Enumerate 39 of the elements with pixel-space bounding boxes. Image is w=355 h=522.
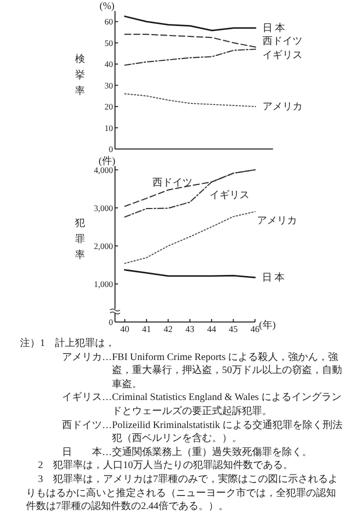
- series-label: 西ドイツ: [262, 36, 303, 48]
- y-tick-label: 0: [108, 144, 113, 154]
- y-axis-title: 犯罪率: [75, 218, 85, 261]
- series-label: 日 本: [262, 22, 286, 34]
- series-label: アメリカ: [257, 216, 297, 227]
- x-tick-label: 46: [250, 324, 260, 334]
- y-tick-label: 0: [108, 317, 113, 327]
- y-tick-label: 60: [104, 16, 113, 27]
- series-label: イギリス: [210, 188, 250, 201]
- x-tick-label: 42: [164, 324, 173, 334]
- x-tick-label: 41: [142, 324, 151, 334]
- text: 注）1 計上犯罪は，: [19, 337, 116, 351]
- text: イギリス…Criminal Statistics England & Wales によるイングランドとウェールズの要正式起訴犯罪。: [61, 391, 342, 419]
- annotation: (件): [98, 156, 116, 167]
- text: (%): [100, 1, 114, 12]
- y-tick-label: 20: [104, 102, 113, 112]
- series-label: 西ドイツ: [152, 177, 192, 188]
- y-axis-title: 検挙率: [75, 53, 85, 97]
- y-tick-label: 30: [104, 80, 113, 90]
- y-tick-label: 4,000: [94, 164, 113, 175]
- y-tick-label: 3,000: [94, 202, 113, 213]
- x-tick-label: 44: [207, 324, 217, 334]
- text: 西ドイツ…Polizeilid Kriminalstatistik による交通犯罪を除く刑法犯（西ベルリンを含む。）。: [61, 418, 344, 446]
- text: 日 本…交通関係業務上（重）過失致死傷罪を除く。: [61, 446, 313, 460]
- text: アメリカ…FBI Uniform Crime Reports による殺人，強かん，強盗，重大暴行，押込盗，50万ドル以上の窃盗，自動車盗。: [61, 350, 343, 392]
- y-tick-label: 40: [104, 59, 113, 70]
- series-label: イギリス: [262, 49, 303, 62]
- x-axis-title: (年): [259, 319, 276, 331]
- x-tick-label: 45: [228, 324, 238, 334]
- text: 2 犯罪率は，人口10万人当たりの犯罪認知件数である。: [37, 459, 294, 473]
- y-tick-label: 2,000: [94, 240, 113, 251]
- y-tick-label: 50: [104, 38, 113, 48]
- x-tick-label: 40: [120, 324, 130, 334]
- y-tick-label: 10: [104, 122, 113, 133]
- y-tick-label: 1,000: [94, 278, 113, 289]
- x-tick-label: 43: [185, 324, 195, 334]
- series-label: 日 本: [262, 271, 284, 284]
- text: 3 犯罪率は，アメリカは7罪種のみで，実際はこの図に示されるよりもはるかに高いと推定される（ニューヨーク市では，全犯罪の認知件数は7罪種の認知件数の2.44倍である。）。: [25, 472, 339, 514]
- series-label: アメリカ: [262, 102, 303, 113]
